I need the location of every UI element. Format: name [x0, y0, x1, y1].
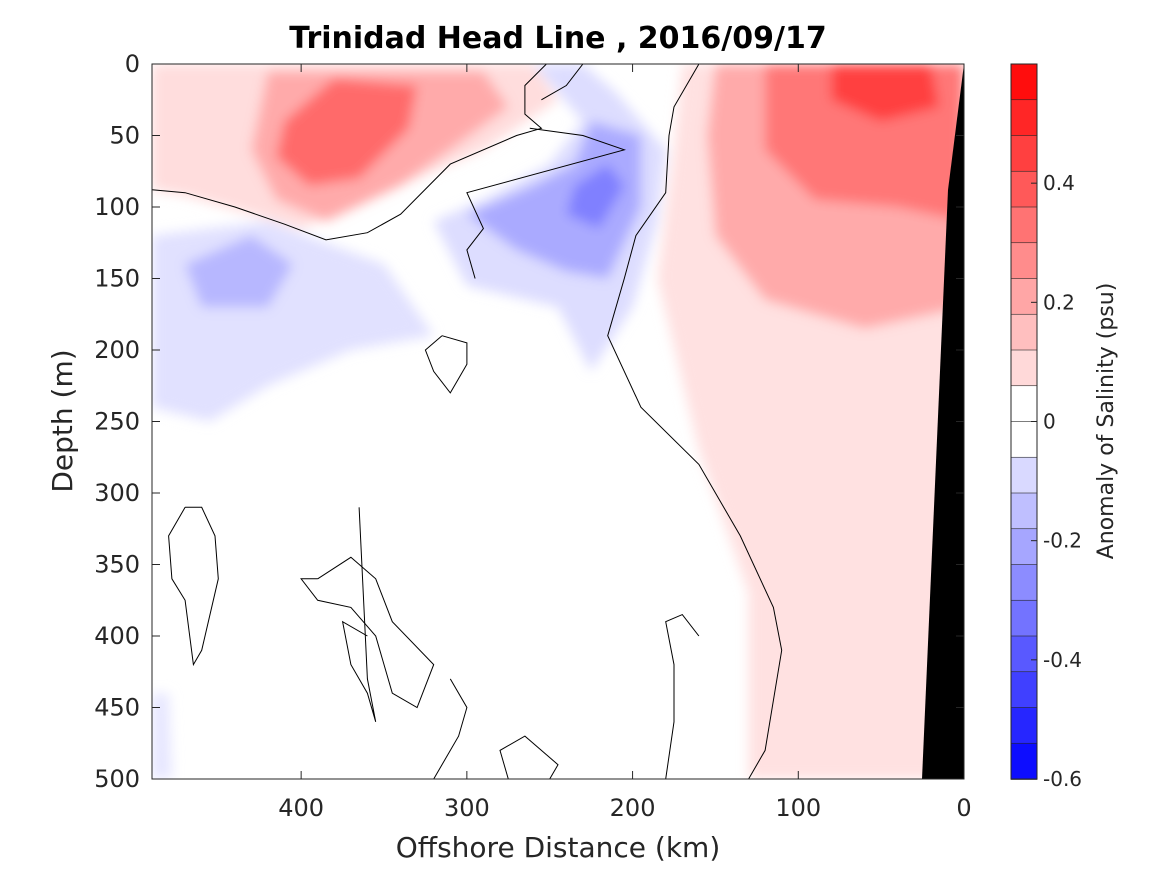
colorbar-tick-label: -0.6	[1043, 767, 1082, 791]
colorbar-bands	[1010, 63, 1038, 780]
y-tick-label: 0	[125, 50, 140, 78]
x-tick-label: 100	[775, 794, 821, 822]
colorbar-tick-label: -0.2	[1043, 529, 1082, 553]
colorbar-band	[1010, 635, 1038, 673]
y-tick-label: 250	[94, 408, 140, 436]
colorbar-label: Anomaly of Salinity (psu)	[1094, 283, 1119, 560]
colorbar-tick-label: 0.4	[1043, 171, 1075, 195]
x-tick-label: 400	[278, 794, 324, 822]
y-tick-label: 100	[94, 193, 140, 221]
colorbar-band	[1010, 671, 1038, 709]
x-tick-label: 300	[444, 794, 490, 822]
y-tick-label: 50	[109, 122, 140, 150]
colorbar-band	[1010, 421, 1038, 459]
zero-contour	[168, 506, 219, 667]
colorbar-band	[1010, 206, 1038, 244]
plot-area: 400 300 200 100 0 0 50 100 150 200 250 300 350 400 45…	[94, 50, 971, 822]
zero-contour	[433, 678, 468, 779]
zero-contour	[424, 335, 468, 394]
zero-contour	[341, 507, 377, 722]
x-tick-label: 0	[956, 794, 971, 822]
negative-anomaly-region	[466, 121, 641, 279]
colorbar-tick-label: 0	[1043, 410, 1056, 434]
positive-anomaly-core	[831, 64, 940, 122]
colorbar-tick-label: -0.4	[1043, 648, 1082, 672]
colorbar: 0.4 0.2 0 -0.2 -0.4 -0.6 Anomaly of Salinity …	[1010, 63, 1119, 791]
chart-title: Trinidad Head Line , 2016/09/17	[289, 21, 826, 56]
negative-anomaly-region	[185, 235, 293, 308]
zero-contour	[466, 127, 626, 279]
y-axis: 0 50 100 150 200 250 300 350 400 450 500	[94, 50, 964, 793]
colorbar-band	[1010, 135, 1038, 173]
colorbar-band	[1010, 599, 1038, 637]
y-tick-label: 350	[94, 551, 140, 579]
colorbar-ticks: 0.4 0.2 0 -0.2 -0.4 -0.6	[1031, 171, 1082, 791]
negative-anomaly-core	[566, 164, 625, 229]
zero-contour	[152, 64, 547, 241]
anomaly-field	[152, 64, 964, 779]
colorbar-band	[1010, 242, 1038, 280]
colorbar-band	[1010, 707, 1038, 745]
zero-contour	[499, 735, 559, 779]
positive-anomaly-core	[276, 78, 418, 186]
y-tick-label: 400	[94, 622, 140, 650]
x-axis: 400 300 200 100 0	[278, 64, 972, 822]
anomaly-blobs	[152, 64, 964, 779]
colorbar-band	[1010, 564, 1038, 602]
x-tick-label: 200	[610, 794, 656, 822]
colorbar-band	[1010, 63, 1038, 101]
colorbar-band	[1010, 456, 1038, 494]
y-tick-label: 200	[94, 336, 140, 364]
zero-contour-lines	[152, 64, 783, 779]
y-tick-label: 500	[94, 765, 140, 793]
colorbar-band	[1010, 313, 1038, 351]
colorbar-band	[1010, 528, 1038, 566]
colorbar-tick-label: 0.2	[1043, 290, 1075, 314]
colorbar-band	[1010, 349, 1038, 387]
colorbar-band	[1010, 278, 1038, 316]
x-axis-label: Offshore Distance (km)	[396, 831, 721, 864]
zero-contour	[300, 556, 435, 709]
y-tick-label: 450	[94, 694, 140, 722]
colorbar-band	[1010, 742, 1038, 780]
zero-contour	[541, 64, 584, 101]
colorbar-band	[1010, 492, 1038, 530]
y-tick-label: 300	[94, 479, 140, 507]
colorbar-band	[1010, 385, 1038, 423]
y-tick-label: 150	[94, 265, 140, 293]
colorbar-band	[1010, 99, 1038, 137]
colorbar-band	[1010, 170, 1038, 208]
zero-contour	[665, 613, 700, 779]
negative-anomaly-region	[152, 693, 172, 779]
zero-contour	[607, 64, 783, 779]
y-axis-label: Depth (m)	[46, 349, 79, 492]
continental-shelf	[922, 64, 964, 779]
